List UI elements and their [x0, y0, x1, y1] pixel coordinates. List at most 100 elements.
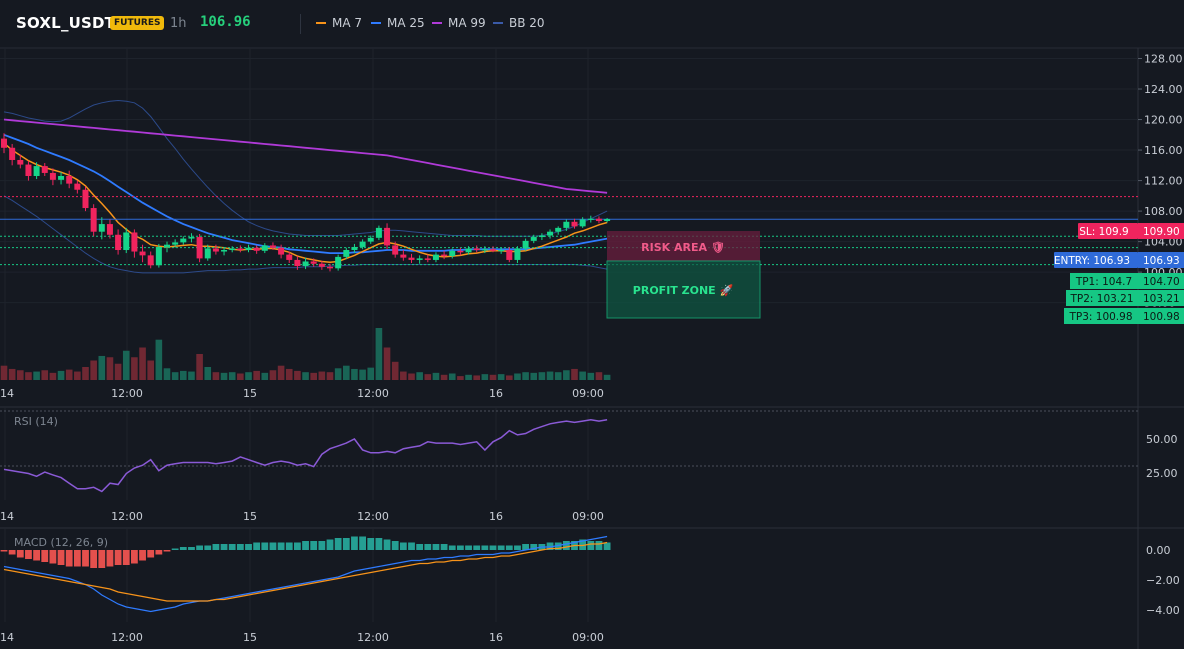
- macd-histogram-bar: [196, 545, 203, 550]
- candle-body: [481, 249, 488, 251]
- candle-body: [147, 255, 154, 266]
- time-label: 14: [0, 387, 14, 400]
- candle-body: [172, 242, 179, 245]
- macd-histogram-bar: [546, 542, 554, 550]
- rsi-pane: RSI (14) 50.00 25.00: [3, 415, 1178, 493]
- level-tags: SL: 109.9 109.90 ENTRY: 106.93 106.93 TP1: 1…: [1054, 223, 1184, 324]
- price-tick-label: 120.00: [1144, 114, 1183, 127]
- candle-body: [449, 250, 456, 257]
- candle-body: [115, 234, 122, 251]
- candle-body: [498, 250, 505, 252]
- volume-bar: [351, 368, 358, 380]
- macd-title: MACD (12, 26, 9): [14, 536, 108, 549]
- volume-bar: [579, 371, 586, 380]
- macd-histogram-bar: [25, 550, 32, 559]
- candle-body: [245, 247, 252, 251]
- macd-histogram-bar: [424, 544, 432, 550]
- rsi-tick-label: 25.00: [1146, 467, 1178, 480]
- volume-bar: [302, 372, 309, 380]
- legend-ma99[interactable]: MA 99: [432, 16, 486, 30]
- time-label: 09:00: [572, 631, 604, 644]
- time-label: 15: [243, 510, 257, 523]
- macd-histogram-bar: [122, 550, 130, 565]
- macd-histogram-bar: [188, 547, 195, 550]
- volume-bar: [237, 373, 244, 380]
- candle-body: [335, 256, 342, 269]
- candle-body: [237, 248, 244, 251]
- macd-histogram-bar: [179, 547, 187, 550]
- candle-body: [164, 244, 170, 247]
- legend-ma7[interactable]: MA 7: [316, 16, 362, 30]
- legend-ma25[interactable]: MA 25: [371, 16, 425, 30]
- tp2-value-label: 103.21: [1143, 293, 1180, 305]
- candle-body: [465, 248, 472, 253]
- macd-histogram-bar: [147, 550, 155, 558]
- macd-histogram-bar: [155, 550, 163, 555]
- entry-value-bg: [1138, 252, 1184, 268]
- volume-bar: [245, 372, 252, 380]
- volume-bar: [277, 365, 285, 380]
- macd-histogram-bar: [220, 544, 228, 550]
- macd-histogram-bar: [294, 542, 301, 550]
- candle-body: [530, 237, 537, 241]
- candle-body: [155, 246, 162, 266]
- volume-bar: [310, 372, 317, 380]
- sl-tag-label: SL: 109.9: [1079, 226, 1128, 238]
- macd-histogram-bar: [522, 544, 529, 550]
- legend-ma25-label: MA 25: [387, 16, 425, 30]
- candle-body: [286, 254, 293, 260]
- candle-body: [253, 247, 260, 251]
- tp1-tag-bg: [1070, 273, 1138, 289]
- bollinger-bands: [3, 99, 608, 274]
- legend-ma99-label: MA 99: [448, 16, 486, 30]
- volume-bar: [269, 370, 277, 380]
- macd-histogram-bar: [554, 542, 562, 550]
- legend-bb20[interactable]: BB 20: [493, 16, 545, 30]
- candle-body: [58, 176, 65, 180]
- candle-body: [579, 219, 586, 227]
- volume-bar: [74, 371, 81, 380]
- price-tick-label: 124.00: [1144, 83, 1183, 96]
- macd-histogram-bar: [514, 545, 521, 550]
- macd-tick-label: −4.00: [1146, 604, 1180, 617]
- volume-bar: [196, 354, 203, 380]
- candle-body: [490, 249, 496, 251]
- volume-bar: [155, 339, 163, 380]
- grid: [0, 48, 1138, 622]
- volume-bar: [497, 374, 505, 380]
- macd-histogram-bar: [236, 544, 244, 550]
- volume-bars: [0, 328, 611, 380]
- time-axes: 14 12:00 15 12:00 16 09:00 14 12:00 15 12:00 16 09:…: [0, 387, 604, 644]
- macd-histogram-bar: [473, 545, 481, 550]
- volume-bar: [25, 372, 32, 380]
- candle-body: [221, 250, 228, 252]
- volume-bar: [334, 368, 342, 380]
- candle-body: [180, 238, 187, 243]
- macd-histogram-bar: [228, 544, 236, 550]
- candle-body: [473, 248, 480, 251]
- candles[interactable]: [1, 133, 611, 272]
- candle-body: [41, 166, 48, 173]
- candle-body: [82, 189, 89, 209]
- volume-bar: [41, 370, 49, 380]
- chart-header: SOXL_USDT FUTURES 1h 106.96 MA 7 MA 25 M…: [0, 0, 1184, 48]
- macd-line: [3, 535, 608, 613]
- symbol-name[interactable]: SOXL_USDT: [16, 14, 116, 32]
- macd-histogram-bar: [163, 550, 171, 552]
- candle-body: [367, 237, 374, 242]
- volume-bar: [424, 374, 432, 380]
- candle-body: [318, 263, 325, 267]
- risk-area-box: [607, 231, 760, 261]
- time-label: 14: [0, 631, 14, 644]
- ma99-line: [3, 118, 608, 194]
- candle-body: [212, 248, 219, 252]
- volume-bar: [122, 350, 130, 380]
- macd-histogram-bar: [416, 544, 424, 550]
- volume-bar: [367, 367, 375, 380]
- time-label: 12:00: [111, 510, 143, 523]
- timeframe-label[interactable]: 1h: [170, 16, 187, 31]
- rsi-tick-label: 50.00: [1146, 433, 1178, 446]
- macd-histogram-bar: [595, 541, 603, 550]
- candle-body: [74, 183, 81, 190]
